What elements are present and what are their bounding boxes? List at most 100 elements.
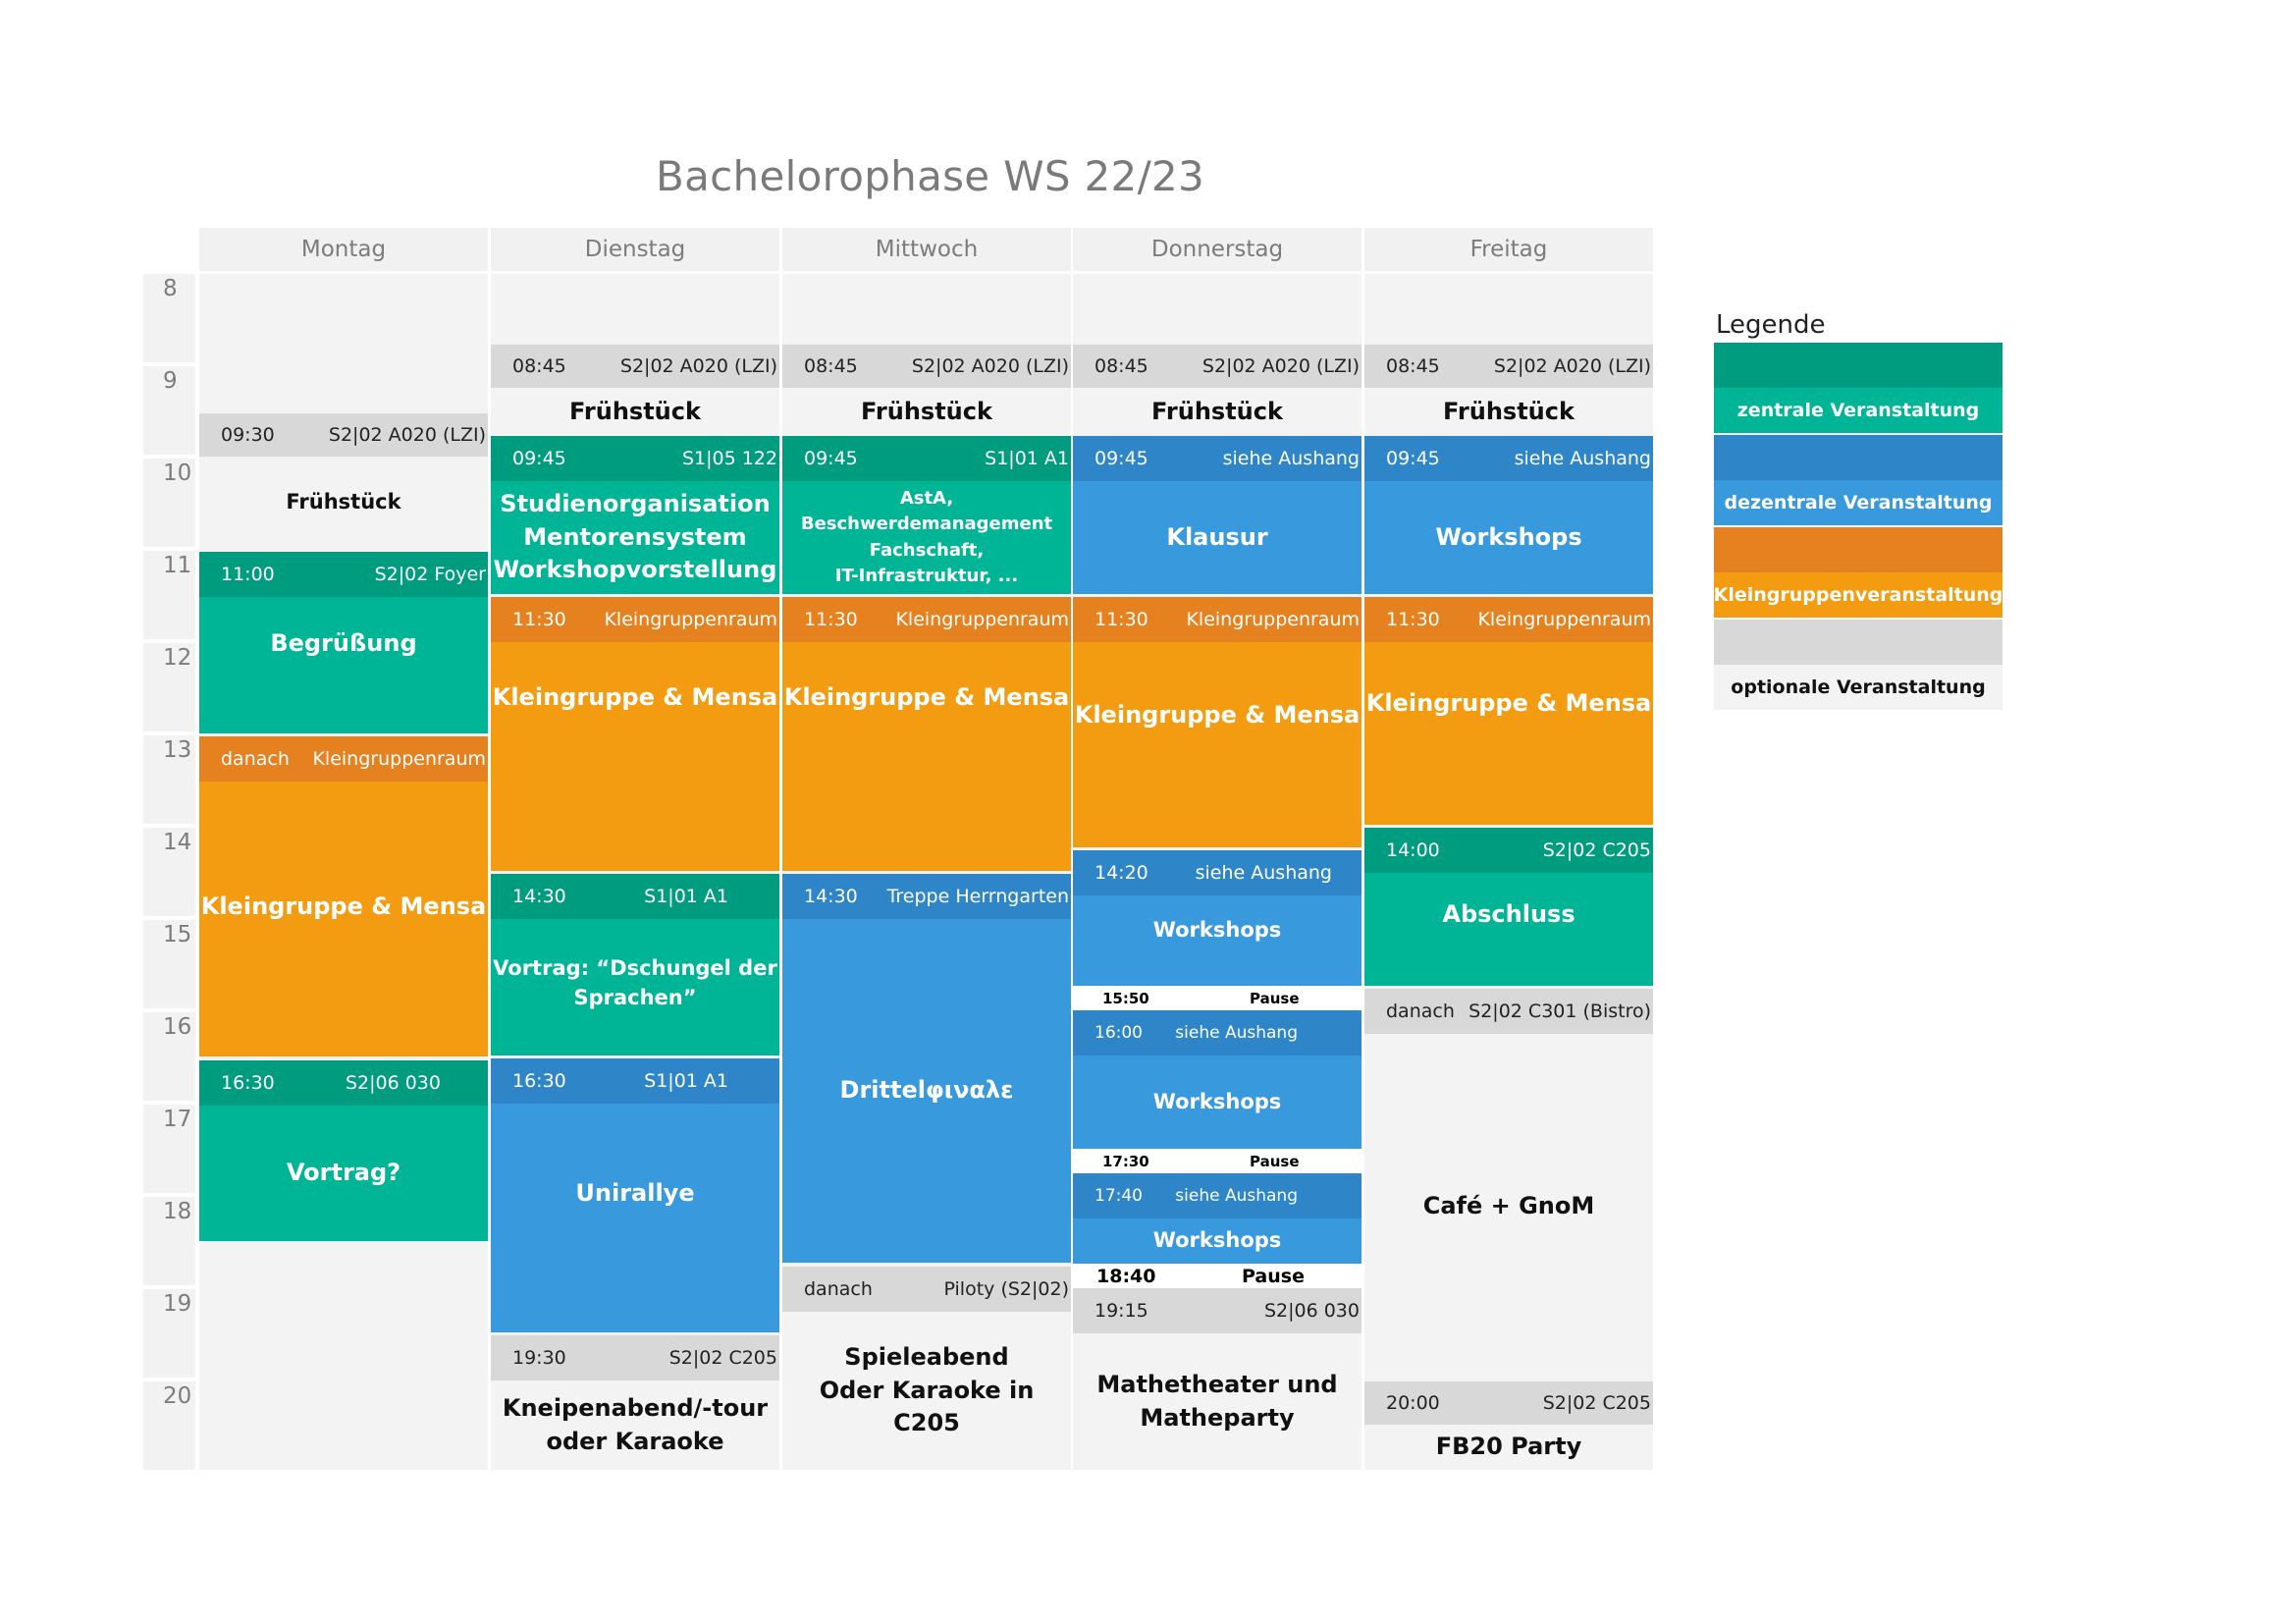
event-title: Drittelφιναλε [839, 1076, 1014, 1105]
event-room: S1|01 A1 [644, 1070, 728, 1092]
legend-label-optional: optionale Veranstaltung [1714, 665, 2002, 710]
event-fruehstueck: Frühstück [1364, 388, 1653, 437]
event-room: Piloty (S2|02) [943, 1278, 1069, 1300]
event-room: siehe Aushang [1195, 862, 1332, 884]
event-title-line: Mathetheater und [1096, 1370, 1338, 1398]
event-room: S2|02 A020 (LZI) [1493, 355, 1651, 377]
event-abschluss: Abschluss [1364, 873, 1653, 986]
legend-swatch-kleingruppe [1714, 527, 2002, 572]
event-title: Vortrag? [286, 1159, 401, 1187]
event-kleingruppe-mensa: Kleingruppe & Mensa [1073, 642, 1362, 847]
event-kleingruppe-mensa: Kleingruppe & Mensa [782, 642, 1071, 871]
event-header: 14:30 Treppe Herrngarten [782, 874, 1071, 919]
event-time: 08:45 [804, 355, 858, 377]
event-title: Kleingruppe & Mensa [200, 893, 487, 921]
event-title: Frühstück [569, 398, 701, 426]
event-header: 14:00 S2|02 C205 [1364, 828, 1653, 873]
event-header: 19:30 S2|02 C205 [491, 1335, 779, 1380]
event-title-line: Matheparty [1140, 1403, 1295, 1432]
event-workshops: Workshops [1073, 1218, 1362, 1264]
event-room: S2|02 A020 (LZI) [619, 355, 777, 377]
event-asta: AstA, Beschwerdemanagement Fachschaft, I… [782, 481, 1071, 594]
event-room: S2|02 C205 [668, 1347, 777, 1369]
event-header: 11:30 Kleingruppenraum [491, 597, 779, 642]
event-drittelfinale: Drittelφιναλε [782, 919, 1071, 1263]
day-header-freitag: Freitag [1364, 228, 1653, 271]
event-title: Café + GnoM [1422, 1191, 1595, 1219]
event-time: 14:20 [1095, 862, 1148, 884]
event-header: 14:30 S1|01 A1 [491, 874, 779, 919]
event-header: 08:45 S2|02 A020 (LZI) [1073, 345, 1362, 388]
event-room: Treppe Herrngarten [886, 886, 1069, 907]
event-mathetheater: Mathetheater und Matheparty [1073, 1333, 1362, 1470]
event-room: S1|01 A1 [644, 886, 728, 907]
event-header: 08:45 S2|02 A020 (LZI) [1364, 345, 1653, 388]
event-klausur: Klausur [1073, 481, 1362, 594]
event-room: S1|05 122 [681, 448, 777, 469]
event-title: FB20 Party [1435, 1433, 1582, 1461]
event-fb20-party: FB20 Party [1364, 1425, 1653, 1470]
legend-title: Legende [1716, 310, 1826, 340]
event-time: 11:00 [221, 564, 275, 585]
day-header-donnerstag: Donnerstag [1073, 228, 1362, 271]
event-spieleabend: Spieleabend Oder Karaoke in C205 [782, 1312, 1071, 1470]
event-title-line: Kneipenabend/-tour [502, 1393, 769, 1422]
event-workshops: Workshops [1364, 481, 1653, 594]
event-title-line: Oder Karaoke in C205 [819, 1376, 1035, 1437]
event-header: 08:45 S2|02 A020 (LZI) [491, 345, 779, 388]
pause-time: 15:50 [1102, 989, 1149, 1007]
event-kleingruppe-mensa: Kleingruppe & Mensa [491, 642, 779, 871]
event-title: Frühstück [861, 398, 992, 426]
event-room: siehe Aushang [1514, 448, 1651, 469]
event-fruehstueck: Frühstück [491, 388, 779, 437]
event-header: danach Kleingruppenraum [199, 736, 488, 782]
event-room: S2|02 A020 (LZI) [328, 424, 486, 446]
event-room: S2|02 A020 (LZI) [1201, 355, 1360, 377]
hour-label: 18 [143, 1197, 195, 1285]
event-room: S1|01 A1 [985, 448, 1069, 469]
event-room: siehe Aushang [1175, 1023, 1298, 1043]
event-title: Kleingruppe & Mensa [1074, 700, 1361, 729]
event-room: Kleingruppenraum [604, 609, 777, 630]
event-header: danach S2|02 C301 (Bistro) [1364, 989, 1653, 1034]
event-header: 09:45 siehe Aushang [1364, 436, 1653, 481]
event-room: S2|02 A020 (LZI) [911, 355, 1069, 377]
event-title-line: IT-Infrastruktur, ... [834, 565, 1019, 586]
event-title-line: Workshopvorstellung [493, 556, 777, 584]
event-room: S2|02 Foyer [374, 564, 486, 585]
event-fruehstueck: Frühstück [199, 457, 488, 548]
event-kneipenabend: Kneipenabend/-tour oder Karaoke [491, 1380, 779, 1470]
pause-row: 15:50 Pause [1073, 986, 1362, 1010]
event-time: 09:45 [1386, 448, 1440, 469]
event-workshops: Workshops [1073, 1056, 1362, 1149]
event-title: Workshops [1435, 522, 1582, 551]
event-kleingruppe-mensa: Kleingruppe & Mensa [1364, 642, 1653, 825]
pause-label: Pause [1250, 989, 1300, 1007]
event-room: Kleingruppenraum [1477, 609, 1651, 630]
event-time: danach [804, 1278, 873, 1300]
hour-label: 19 [143, 1289, 195, 1378]
event-header: 08:45 S2|02 A020 (LZI) [782, 345, 1071, 388]
event-room: S2|06 030 [345, 1072, 441, 1094]
hour-label: 9 [143, 366, 195, 455]
event-title: Unirallye [575, 1178, 695, 1207]
event-time: 14:30 [804, 886, 858, 907]
event-time: 14:30 [512, 886, 566, 907]
event-time: 19:15 [1095, 1300, 1148, 1322]
event-header: 19:15 S2|06 030 [1073, 1288, 1362, 1333]
event-fruehstueck: Frühstück [782, 388, 1071, 437]
event-time: 08:45 [512, 355, 566, 377]
pause-row: 18:40 Pause [1073, 1264, 1362, 1288]
event-vortrag-dschungel: Vortrag: “Dschungel der Sprachen” [491, 919, 779, 1056]
event-header: 11:30 Kleingruppenraum [782, 597, 1071, 642]
event-header: 11:30 Kleingruppenraum [1073, 597, 1362, 642]
event-header: 14:20 siehe Aushang [1073, 850, 1362, 895]
event-time: 11:30 [804, 609, 858, 630]
event-title: Frühstück [1151, 398, 1283, 426]
hour-label: 8 [143, 274, 195, 362]
legend-label-zentral: zentrale Veranstaltung [1714, 388, 2002, 433]
hour-label: 20 [143, 1381, 195, 1470]
pause-label: Pause [1250, 1152, 1300, 1170]
day-header-montag: Montag [199, 228, 488, 271]
event-time: 14:00 [1386, 839, 1440, 861]
